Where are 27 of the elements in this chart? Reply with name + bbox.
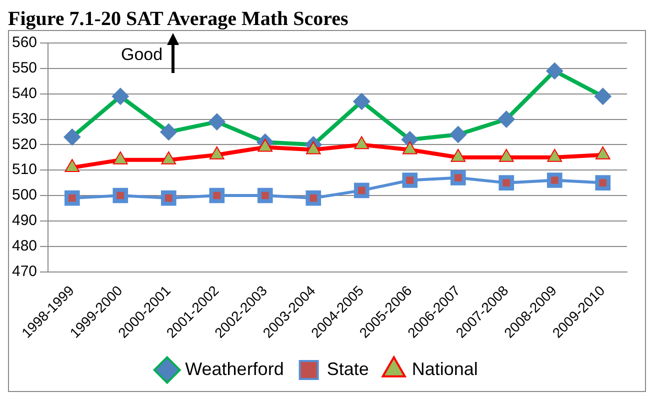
point <box>546 172 562 188</box>
y-tick-label: 550 <box>12 60 38 77</box>
y-tick-label: 490 <box>12 212 38 230</box>
y-tick-label: 520 <box>12 136 38 153</box>
point <box>306 190 322 206</box>
y-tick-label: 530 <box>12 110 38 128</box>
point <box>498 175 514 190</box>
legend-label: National <box>412 358 478 379</box>
point <box>450 170 466 186</box>
y-tick-label: 480 <box>12 238 38 254</box>
y-tick-label: 470 <box>12 262 38 280</box>
point <box>64 190 80 206</box>
y-tick-label: 500 <box>12 186 38 204</box>
point <box>112 188 128 204</box>
point <box>595 175 611 190</box>
chart-title: Figure 7.1-20 SAT Average Math Scores <box>8 8 350 30</box>
point <box>257 188 273 204</box>
point <box>354 182 370 198</box>
y-tick-label: 510 <box>12 161 38 178</box>
annotation: Good <box>121 45 163 65</box>
y-tick-label: 560 <box>12 34 38 52</box>
point <box>209 188 225 204</box>
point <box>402 172 418 188</box>
y-tick-label: 540 <box>12 84 38 102</box>
point <box>160 190 176 206</box>
legend-label: State <box>326 358 369 379</box>
legend-label: Weatherford <box>185 358 284 379</box>
